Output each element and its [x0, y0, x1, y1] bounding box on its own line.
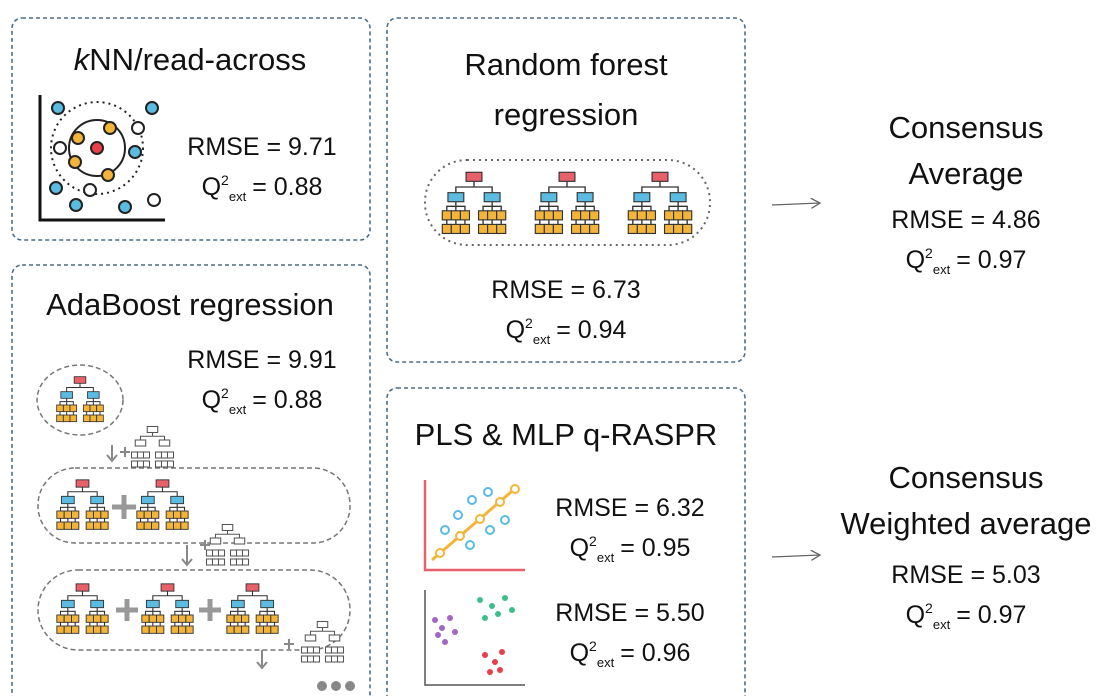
q-symbol: Q — [570, 639, 589, 667]
panel-rf — [386, 17, 746, 363]
rmse: RMSE = 4.86 — [891, 206, 1040, 234]
q-sup: 2 — [925, 245, 933, 261]
panel-knn — [11, 17, 371, 241]
q-symbol: Q — [506, 316, 525, 344]
panel-title: PLS & MLP q-RASPR — [415, 417, 718, 452]
panel-title: kNN/read-across — [74, 42, 307, 77]
q-value: = 0.88 — [252, 386, 322, 414]
title-rest: NN/read-across — [89, 42, 306, 77]
title-italic: k — [74, 42, 91, 77]
q-value: = 0.88 — [252, 173, 322, 201]
q2: Q2ext = 0.88 — [202, 385, 323, 417]
q2: Q2ext = 0.97 — [906, 245, 1027, 277]
rf-icon — [424, 159, 711, 246]
q-sup: 2 — [221, 385, 229, 401]
arrow — [771, 555, 820, 557]
knn-icon — [38, 95, 165, 222]
consensus-title: Average — [909, 156, 1024, 191]
q-symbol: Q — [202, 173, 221, 201]
consensus-title: Consensus — [888, 460, 1043, 495]
adaboost-icon — [36, 364, 351, 651]
q-symbol: Q — [906, 601, 925, 629]
rmse: RMSE = 6.32 — [555, 494, 704, 522]
q-sup: 2 — [589, 638, 597, 654]
q-sub: ext — [229, 189, 247, 204]
panel-title: regression — [494, 97, 639, 132]
q-sub: ext — [533, 332, 551, 347]
q-sup: 2 — [525, 315, 533, 331]
q-value: = 0.97 — [956, 246, 1026, 274]
arrow — [771, 203, 820, 205]
rmse: RMSE = 5.03 — [891, 561, 1040, 589]
q-value: = 0.94 — [556, 316, 626, 344]
q2: Q2ext = 0.94 — [506, 315, 627, 347]
panel-pls — [386, 387, 746, 696]
q2: Q2ext = 0.88 — [202, 172, 323, 204]
q-sub: ext — [229, 402, 247, 417]
panel-adaboost — [11, 264, 371, 696]
rmse: RMSE = 5.50 — [555, 599, 704, 627]
q-symbol: Q — [202, 386, 221, 414]
rmse: RMSE = 9.91 — [187, 346, 336, 374]
q-value: = 0.96 — [620, 639, 690, 667]
panel-title: AdaBoost regression — [46, 287, 334, 322]
q-sup: 2 — [221, 172, 229, 188]
panel-title: Random forest — [464, 47, 668, 82]
adaboost-trees — [56, 376, 355, 691]
q-sub: ext — [933, 617, 951, 632]
consensus-title: Consensus — [888, 110, 1043, 145]
q-symbol: Q — [570, 534, 589, 562]
q2: Q2ext = 0.95 — [570, 533, 691, 565]
q-sub: ext — [933, 262, 951, 277]
rmse: RMSE = 9.71 — [187, 133, 336, 161]
q-value: = 0.97 — [956, 601, 1026, 629]
q2: Q2ext = 0.96 — [570, 638, 691, 670]
q-sub: ext — [597, 655, 615, 670]
consensus-title: Weighted average — [840, 506, 1091, 541]
pls-icon — [423, 480, 525, 686]
q-sup: 2 — [589, 533, 597, 549]
rmse: RMSE = 6.73 — [491, 276, 640, 304]
q-sup: 2 — [925, 600, 933, 616]
q-sub: ext — [597, 550, 615, 565]
q2: Q2ext = 0.97 — [906, 600, 1027, 632]
q-value: = 0.95 — [620, 534, 690, 562]
q-symbol: Q — [906, 246, 925, 274]
